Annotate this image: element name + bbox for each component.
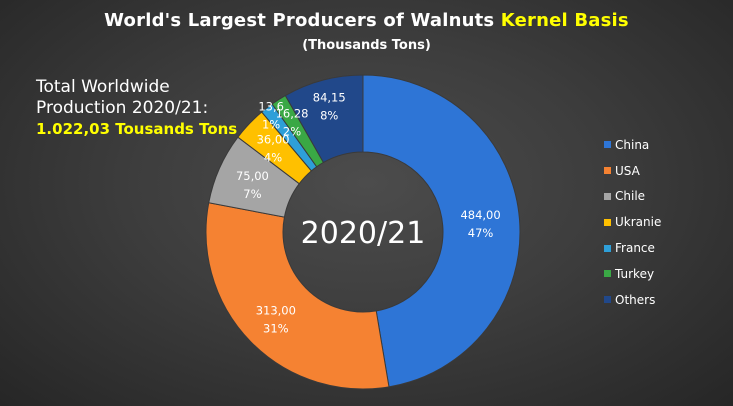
- chart-subtitle: (Thousands Tons): [302, 38, 431, 53]
- legend-item-ukranie: Ukranie: [604, 209, 661, 235]
- legend-swatch-others: [604, 296, 611, 304]
- chart-title-main: World's Largest Producers of Walnuts: [104, 10, 501, 31]
- legend-item-others: Others: [604, 287, 661, 313]
- slice-value-label-turkey: 16,28: [276, 107, 309, 121]
- legend-swatch-ukranie: [604, 218, 611, 226]
- slice-percent-label-china: 47%: [468, 226, 494, 240]
- slice-percent-label-chile: 7%: [243, 187, 261, 201]
- legend-item-turkey: Turkey: [604, 261, 661, 287]
- slice-percent-label-ukranie: 4%: [264, 151, 282, 165]
- legend-swatch-china: [604, 141, 611, 149]
- total-note-line-2: Production 2020/21:: [36, 98, 209, 118]
- legend-item-chile: Chile: [604, 184, 661, 210]
- total-note-value: 1.022,03 Tousands Tons: [36, 120, 238, 138]
- legend-label-turkey: Turkey: [615, 266, 655, 281]
- chart-legend: China USA Chile Ukranie France Turkey Others: [604, 132, 661, 313]
- slice-value-label-usa: 313,00: [256, 303, 296, 317]
- legend-item-france: France: [604, 235, 661, 261]
- legend-item-china: China: [604, 132, 661, 158]
- total-production-note: Total Worldwide Production 2020/21: 1.02…: [36, 77, 237, 140]
- doughnut-slices: [205, 74, 521, 390]
- legend-item-usa: USA: [604, 158, 661, 184]
- slice-value-label-chile: 75,00: [236, 169, 269, 183]
- slice-china: [362, 74, 521, 388]
- legend-label-usa: USA: [615, 163, 640, 178]
- legend-label-chile: Chile: [615, 189, 646, 204]
- slice-value-label-france: 13,6: [258, 99, 284, 113]
- slice-value-label-others: 84,15: [313, 90, 346, 104]
- slice-others: [284, 74, 364, 164]
- total-note-line-1: Total Worldwide: [36, 77, 170, 97]
- slice-usa: [205, 202, 390, 390]
- slice-value-label-china: 484,00: [460, 208, 500, 222]
- slice-percent-label-others: 8%: [320, 108, 338, 122]
- slice-percent-label-france: 1%: [262, 117, 280, 131]
- legend-label-ukranie: Ukranie: [615, 215, 662, 230]
- legend-label-china: China: [615, 137, 650, 152]
- doughnut-slice-labels: 484,00 47% 313,00 31% 75,00 7% 36,00 4% 13,6 1%16…: [236, 90, 501, 335]
- slice-percent-label-turkey: 2%: [283, 125, 301, 139]
- legend-swatch-france: [604, 244, 611, 252]
- slice-value-label-ukranie: 36,00: [257, 133, 290, 147]
- slice-percent-label-usa: 31%: [263, 321, 289, 335]
- legend-label-others: Others: [615, 292, 656, 307]
- doughnut-center-label: 2020/21: [301, 216, 426, 251]
- legend-swatch-turkey: [604, 270, 611, 278]
- chart-title-highlight: Kernel Basis: [500, 10, 629, 31]
- chart-title: World's Largest Producers of Walnuts Ker…: [0, 10, 733, 31]
- legend-label-france: France: [615, 241, 655, 256]
- legend-swatch-chile: [604, 192, 611, 200]
- legend-swatch-usa: [604, 167, 611, 175]
